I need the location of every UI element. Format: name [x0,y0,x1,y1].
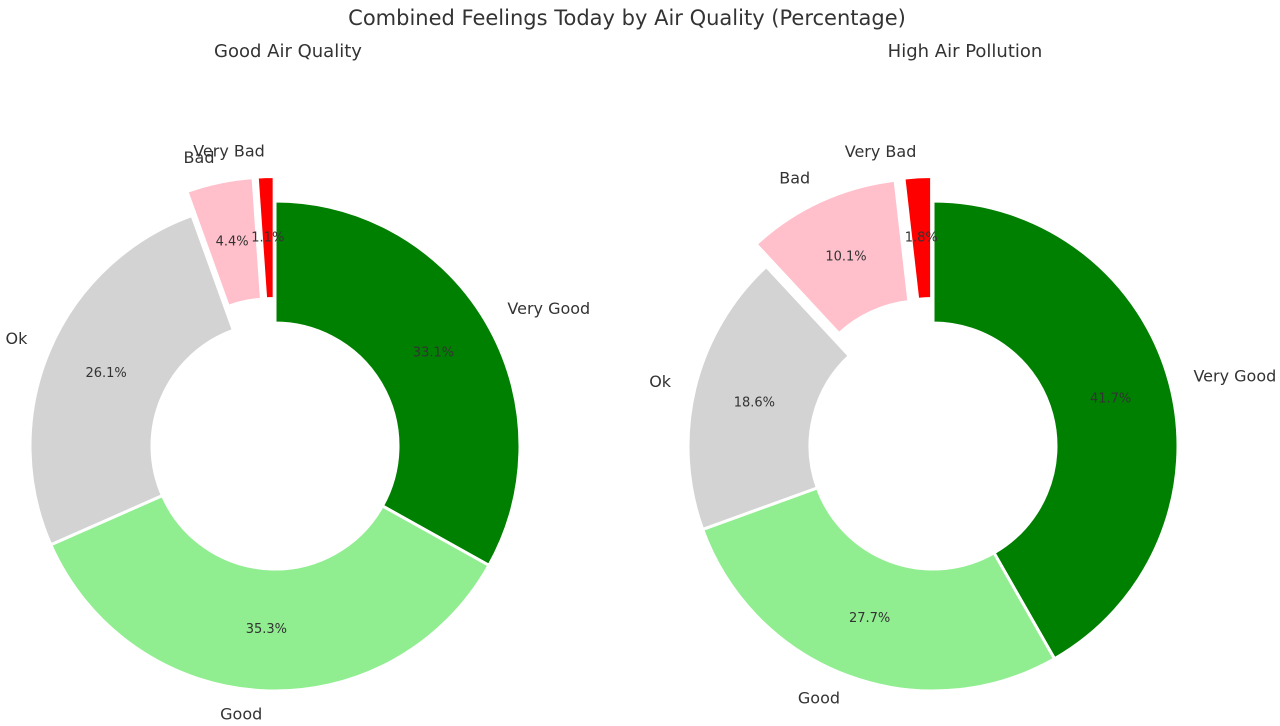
wedge-bad [753,178,911,336]
wedge-very-good [273,199,522,568]
donut-chart-high-air-pollution: High Air Pollution 41.7% Very Good 27.7% Go… [649,41,1276,707]
wedge-very-good [931,199,1180,661]
value-label-very-bad: 1.8% [905,231,938,246]
value-label-ok: 18.6% [734,395,775,410]
wedge-good [48,493,491,693]
category-label-bad: Bad [184,148,215,167]
value-label-bad: 4.4% [216,235,249,250]
wedge-very-bad [902,175,934,301]
wedge-group [686,175,1180,693]
label-group: 41.7% Very Good 27.7% Good 18.6% Ok 10.1% Bad 1.… [649,142,1276,707]
category-label-good: Good [798,688,840,707]
chart-title: Good Air Quality [214,41,362,62]
figure-title: Combined Feelings Today by Air Quality (… [348,6,906,30]
wedge-group [28,175,522,693]
label-group: 33.1% Very Good 35.3% Good 26.1% Ok 4.4% Bad 1.1… [5,142,590,724]
category-label-bad: Bad [779,168,810,187]
category-label-very-bad: Very Bad [845,142,917,161]
wedge-ok [686,264,852,532]
category-label-good: Good [220,705,262,724]
wedge-good [700,485,1057,693]
value-label-good: 35.3% [246,622,287,637]
wedge-very-bad [255,175,276,301]
value-label-very-good: 33.1% [413,345,454,360]
chart-title: High Air Pollution [888,41,1043,62]
value-label-good: 27.7% [849,611,890,626]
wedge-bad [185,176,264,309]
value-label-very-good: 41.7% [1090,391,1131,406]
category-label-very-good: Very Good [1193,366,1276,385]
value-label-bad: 10.1% [825,249,866,264]
value-label-very-bad: 1.1% [251,230,284,245]
category-label-very-bad: Very Bad [193,142,265,161]
category-label-ok: Ok [649,372,672,391]
value-label-ok: 26.1% [85,366,126,381]
category-label-ok: Ok [5,329,28,348]
wedge-ok [28,213,236,547]
donut-chart-good-air-quality: Good Air Quality 33.1% Very Good 35.3% Good… [5,41,590,724]
category-label-very-good: Very Good [507,299,590,318]
